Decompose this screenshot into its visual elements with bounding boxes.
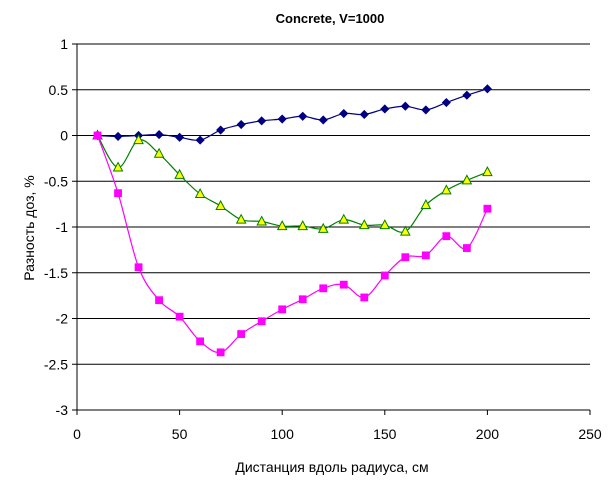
data-point-triangle [112, 161, 124, 172]
y-tick-label: -2.5 [44, 356, 68, 372]
data-point-square [380, 271, 389, 280]
data-point-diamond [339, 108, 349, 119]
data-point-triangle [317, 222, 329, 233]
data-point-diamond [482, 84, 492, 94]
data-point-square [114, 189, 122, 198]
data-point-triangle [482, 166, 493, 177]
data-point-square [401, 253, 410, 262]
data-point-diamond [421, 105, 431, 115]
data-point-square [483, 204, 492, 213]
x-tick-label: 100 [271, 426, 295, 442]
data-point-diamond [462, 90, 472, 100]
data-point-diamond [298, 111, 308, 121]
data-point-square [360, 293, 369, 302]
data-point-square [237, 330, 246, 338]
data-point-triangle [420, 198, 432, 210]
data-point-triangle [133, 134, 144, 145]
data-point-diamond [216, 125, 226, 135]
data-point-triangle [441, 184, 452, 195]
data-point-triangle [235, 213, 247, 224]
data-point-diamond [257, 116, 267, 126]
series-line [96, 135, 488, 354]
data-point-square [196, 337, 205, 346]
data-point-square [442, 232, 451, 241]
chart-title: Concrete, V=1000 [276, 11, 385, 26]
data-point-square [216, 348, 225, 357]
y-tick-label: -2 [56, 311, 69, 327]
y-tick-label: -1.5 [44, 265, 68, 281]
data-point-triangle [399, 225, 411, 236]
data-point-triangle [215, 199, 226, 210]
data-point-diamond [154, 130, 164, 140]
data-point-square [93, 131, 102, 140]
data-point-triangle [358, 219, 370, 230]
series-2 [92, 129, 493, 236]
series-3 [93, 131, 492, 357]
series-line [97, 88, 488, 141]
data-point-diamond [441, 97, 451, 108]
x-tick-label: 50 [172, 426, 188, 442]
data-point-triangle [276, 220, 288, 231]
data-point-square [298, 295, 307, 304]
data-point-diamond [175, 132, 185, 142]
ticks-layer: 10.50-0.5-1-1.5-2-2.5-30 50 100 150 200 250 [44, 36, 602, 442]
data-point-diamond [195, 135, 205, 145]
data-point-triangle [194, 187, 206, 199]
y-tick-label: 1 [60, 36, 68, 52]
data-point-triangle [256, 215, 268, 226]
data-point-square [175, 312, 184, 321]
data-point-triangle [338, 213, 350, 224]
data-point-diamond [318, 115, 328, 125]
data-point-diamond [236, 119, 246, 130]
y-tick-label: -3 [56, 402, 69, 418]
data-point-diamond [113, 131, 123, 141]
data-point-diamond [400, 101, 410, 111]
y-tick-label: -1 [56, 219, 69, 235]
y-tick-label: 0.5 [49, 82, 69, 98]
data-point-diamond [380, 104, 390, 114]
x-axis-label: Дистанция вдоль радиуса, см [235, 459, 428, 475]
x-tick-label: 0 [73, 426, 81, 442]
data-point-triangle [379, 219, 391, 230]
data-point-diamond [359, 109, 369, 120]
y-tick-label: 0 [60, 128, 68, 144]
data-point-triangle [297, 220, 309, 231]
data-point-triangle [461, 174, 473, 185]
x-tick-label: 150 [373, 426, 397, 442]
data-point-square [134, 263, 143, 272]
x-tick-label: 200 [476, 426, 500, 442]
data-point-square [421, 251, 430, 260]
data-point-square [257, 317, 266, 326]
data-point-diamond [277, 114, 287, 124]
x-tick-label: 250 [578, 426, 602, 442]
data-point-triangle [153, 147, 165, 158]
series-layer [92, 84, 493, 357]
data-point-triangle [174, 168, 185, 179]
data-point-square [155, 296, 163, 305]
y-tick-label: -0.5 [44, 173, 68, 189]
data-point-square [319, 284, 328, 293]
data-point-square [462, 244, 471, 252]
y-axis-label: Разность доз, % [21, 175, 37, 280]
data-point-square [339, 280, 348, 289]
grid-layer [77, 43, 590, 365]
data-point-square [278, 305, 287, 314]
series-line [97, 135, 488, 233]
